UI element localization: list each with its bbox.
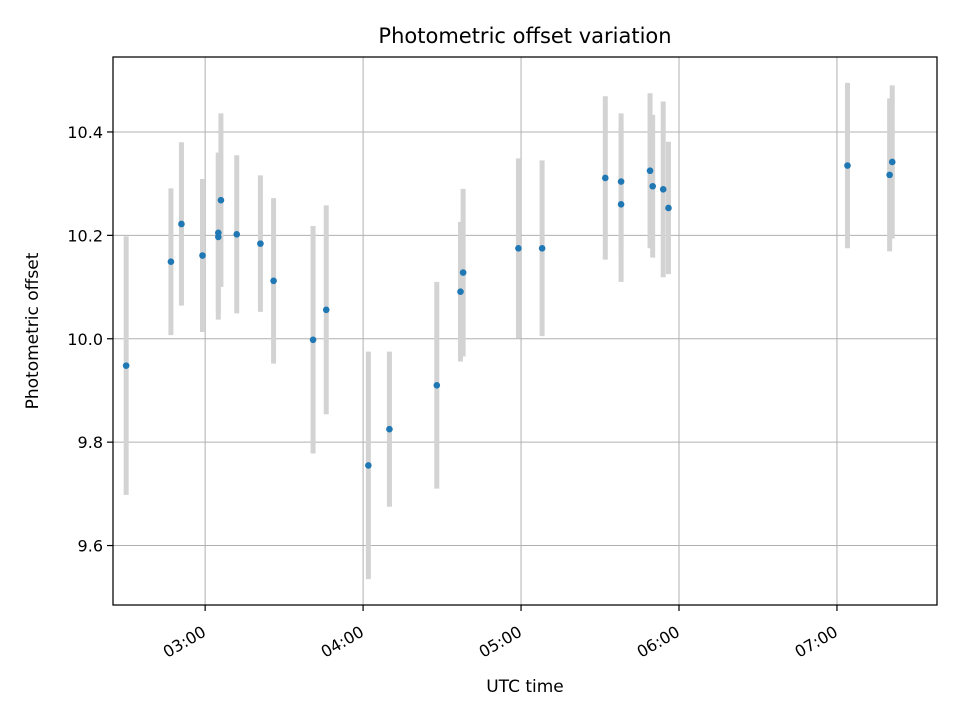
x-axis-label: UTC time [486, 677, 564, 697]
data-point [459, 269, 467, 276]
y-tick-label: 10.2 [67, 226, 103, 245]
grid [113, 57, 937, 605]
data-point [888, 158, 896, 166]
chart-title: Photometric offset variation [378, 24, 671, 48]
y-axis: 9.6 9.8 10.0 10.2 10.4 [67, 123, 113, 556]
data-point [457, 288, 464, 296]
data-point [199, 252, 206, 259]
data-point [515, 244, 522, 252]
data-point [649, 182, 656, 190]
data-point [617, 178, 625, 185]
data-point [233, 231, 241, 238]
data-point [844, 162, 851, 169]
data-point [386, 425, 393, 433]
data-point [601, 174, 609, 182]
data-point [365, 462, 372, 469]
data-point [217, 196, 225, 204]
data-points [122, 158, 896, 469]
y-tick-label: 10.4 [67, 123, 103, 142]
data-point [646, 167, 654, 175]
y-tick-label: 9.8 [78, 433, 103, 452]
data-point [270, 277, 277, 285]
data-point [178, 220, 185, 228]
data-point [257, 240, 264, 247]
data-point [167, 258, 175, 266]
plot-frame [112, 56, 938, 606]
data-point [215, 229, 222, 237]
y-axis-label: Photometric offset [23, 252, 43, 409]
data-point [433, 381, 441, 389]
y-tick-label: 9.6 [78, 537, 103, 556]
data-point [538, 244, 546, 252]
y-tick-label: 10.0 [67, 330, 103, 349]
data-point [665, 204, 672, 212]
data-point [322, 306, 330, 314]
data-point [659, 186, 667, 193]
data-point [122, 362, 130, 369]
data-point [309, 336, 317, 344]
data-point [886, 171, 893, 179]
data-point [617, 201, 625, 208]
